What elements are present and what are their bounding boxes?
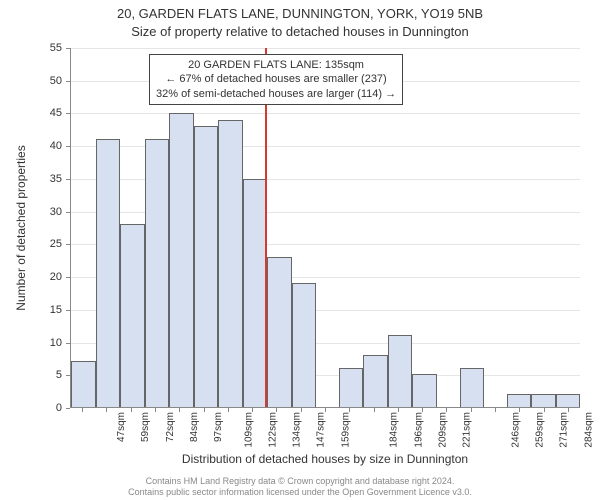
x-tick-label: 47sqm: [116, 412, 127, 442]
histogram-bar: [96, 139, 121, 407]
histogram-bar: [145, 139, 170, 407]
x-tick-label: 84sqm: [189, 412, 200, 442]
histogram-bar: [169, 113, 194, 407]
x-tick-mark: [374, 408, 375, 412]
annotation-line1: 20 GARDEN FLATS LANE: 135sqm: [156, 58, 396, 72]
histogram-bar: [339, 368, 364, 407]
x-tick-mark: [519, 408, 520, 412]
x-tick-mark: [544, 408, 545, 412]
histogram-bar: [292, 283, 317, 407]
histogram-bar: [120, 224, 145, 407]
y-tick-label: 15: [50, 304, 62, 316]
x-tick-label: 209sqm: [437, 412, 448, 448]
histogram-bar: [531, 394, 556, 407]
x-tick-label: 122sqm: [267, 412, 278, 448]
x-axis-label: Distribution of detached houses by size …: [70, 452, 580, 466]
x-tick-mark: [349, 408, 350, 412]
histogram-bar: [388, 335, 413, 407]
chart-title-address: 20, GARDEN FLATS LANE, DUNNINGTON, YORK,…: [0, 6, 600, 21]
y-tick-label: 45: [50, 107, 62, 119]
x-tick-label: 147sqm: [316, 412, 327, 448]
x-axis-ticks: 47sqm 59sqm 72sqm 84sqm 97sqm 109sqm 122sqm 134…: [70, 408, 580, 458]
x-tick-mark: [301, 408, 302, 412]
x-tick-mark: [131, 408, 132, 412]
histogram-bar: [71, 361, 96, 407]
histogram-bar: [363, 355, 388, 407]
attribution-text: Contains HM Land Registry data © Crown c…: [0, 476, 600, 498]
x-tick-mark: [446, 408, 447, 412]
x-tick-label: 97sqm: [213, 412, 224, 442]
histogram-bar: [267, 257, 292, 407]
y-tick-label: 5: [56, 369, 62, 381]
annotation-box: 20 GARDEN FLATS LANE: 135sqm ← 67% of de…: [149, 54, 403, 105]
y-axis-ticks: 0510152025303540455055: [0, 48, 66, 408]
histogram-bar: [243, 179, 268, 407]
x-tick-mark: [252, 408, 253, 412]
x-tick-mark: [325, 408, 326, 412]
x-tick-label: 159sqm: [340, 412, 351, 448]
y-tick-label: 35: [50, 173, 62, 185]
chart-container: 20, GARDEN FLATS LANE, DUNNINGTON, YORK,…: [0, 0, 600, 500]
x-tick-label: 184sqm: [389, 412, 400, 448]
y-tick-label: 0: [56, 402, 62, 414]
histogram-bar: [218, 120, 243, 407]
x-tick-mark: [398, 408, 399, 412]
x-tick-mark: [471, 408, 472, 412]
x-tick-mark: [155, 408, 156, 412]
y-tick-label: 25: [50, 238, 62, 250]
y-tick-label: 10: [50, 337, 62, 349]
x-tick-mark: [228, 408, 229, 412]
x-tick-mark: [495, 408, 496, 412]
histogram-bar: [194, 126, 219, 407]
x-tick-label: 196sqm: [413, 412, 424, 448]
attribution-line2: Contains public sector information licen…: [128, 487, 472, 497]
x-tick-mark: [179, 408, 180, 412]
x-tick-label: 259sqm: [535, 412, 546, 448]
x-tick-label: 221sqm: [462, 412, 473, 448]
y-tick-label: 20: [50, 271, 62, 283]
x-tick-label: 134sqm: [292, 412, 303, 448]
histogram-bar: [460, 368, 485, 407]
y-tick-label: 40: [50, 140, 62, 152]
x-tick-label: 72sqm: [165, 412, 176, 442]
annotation-line3: 32% of semi-detached houses are larger (…: [156, 87, 396, 101]
x-tick-mark: [422, 408, 423, 412]
x-tick-mark: [82, 408, 83, 412]
x-tick-label: 246sqm: [510, 412, 521, 448]
y-tick-label: 50: [50, 75, 62, 87]
histogram-bar: [556, 394, 581, 407]
x-tick-label: 59sqm: [140, 412, 151, 442]
attribution-line1: Contains HM Land Registry data © Crown c…: [146, 476, 455, 486]
x-tick-label: 284sqm: [583, 412, 594, 448]
histogram-bar: [507, 394, 532, 407]
x-tick-mark: [106, 408, 107, 412]
x-tick-label: 109sqm: [243, 412, 254, 448]
x-tick-label: 271sqm: [559, 412, 570, 448]
y-tick-label: 30: [50, 206, 62, 218]
x-tick-mark: [568, 408, 569, 412]
y-tick-label: 55: [50, 42, 62, 54]
x-tick-mark: [204, 408, 205, 412]
x-tick-mark: [276, 408, 277, 412]
histogram-bar: [412, 374, 437, 407]
chart-subtitle: Size of property relative to detached ho…: [0, 24, 600, 39]
annotation-line2: ← 67% of detached houses are smaller (23…: [156, 72, 396, 86]
plot-area: 20 GARDEN FLATS LANE: 135sqm ← 67% of de…: [70, 48, 580, 408]
